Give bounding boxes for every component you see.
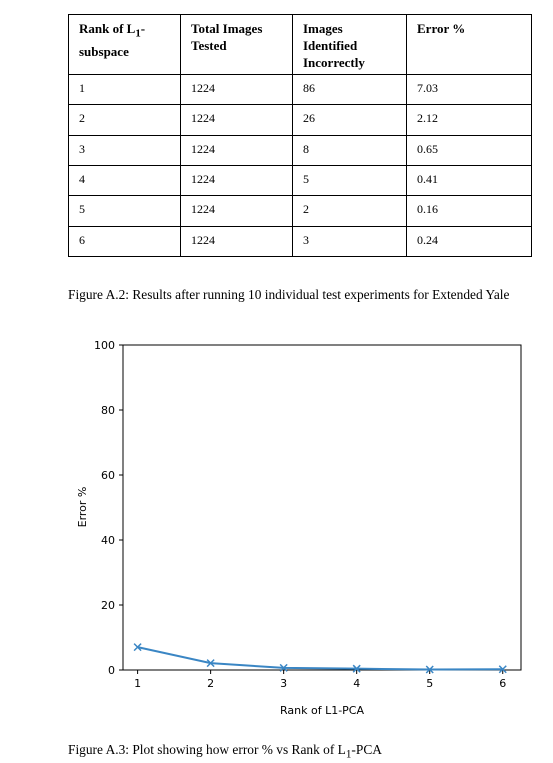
cell-rank: 3 [68,134,181,166]
x-tick-label: 5 [426,677,433,690]
cell-incorrect: 8 [292,134,407,166]
cell-error: 0.16 [406,195,532,227]
cell-rank: 4 [68,164,181,197]
cell-error: 7.03 [406,73,532,106]
cell-total: 1224 [180,195,293,227]
x-tick-label: 3 [280,677,287,690]
data-point-marker [425,665,434,674]
header-total-images: Total Images Tested [180,14,293,75]
results-table: Rank of L1-subspace Total Images Tested … [68,14,532,258]
data-point-marker [498,665,507,674]
x-tick-label: 4 [353,677,360,690]
y-tick-label: 80 [101,404,115,417]
table-row: 5 1224 2 0.16 [68,195,532,227]
cell-rank: 2 [68,104,181,136]
cell-total: 1224 [180,73,293,106]
data-point-marker [133,643,142,652]
cell-incorrect: 3 [292,225,407,258]
x-axis-label: Rank of L1-PCA [280,704,364,717]
x-tick-label: 1 [134,677,141,690]
cell-rank: 6 [68,225,181,258]
table-row: 6 1224 3 0.24 [68,225,532,258]
figure-a3-caption: Figure A.3: Plot showing how error % vs … [68,742,382,761]
header-rank: Rank of L1-subspace [68,14,181,75]
figure-a2-caption: Figure A.2: Results after running 10 ind… [68,287,510,302]
y-tick-label: 0 [108,664,115,677]
cell-total: 1224 [180,134,293,166]
table-row: 3 1224 8 0.65 [68,134,532,166]
data-point-marker [279,663,288,672]
cell-total: 1224 [180,164,293,197]
plot-area [122,344,522,671]
cell-incorrect: 86 [292,73,407,106]
cell-error: 0.24 [406,225,532,258]
y-axis-label: Error % [76,487,89,528]
cell-error: 0.41 [406,164,532,197]
series-line-error [137,646,503,671]
cell-incorrect: 26 [292,104,407,136]
y-tick-label: 40 [101,534,115,547]
table-row: 2 1224 26 2.12 [68,104,532,136]
table-row: 1 1224 86 7.03 [68,73,532,106]
header-error: Error % [406,14,532,75]
x-tick-label: 2 [207,677,214,690]
y-tick-label: 100 [94,339,115,352]
data-point-marker [352,664,361,673]
cell-error: 2.12 [406,104,532,136]
cell-total: 1224 [180,225,293,258]
cell-incorrect: 2 [292,195,407,227]
cell-error: 0.65 [406,134,532,166]
cell-rank: 5 [68,195,181,227]
error-rank-chart: 0 20 40 60 80 100 1 2 3 4 5 6 Rank of L1-PCA Error… [76,339,522,717]
cell-rank: 1 [68,73,181,106]
header-images-incorrect: Images Identified Incorrectly [292,14,407,75]
cell-incorrect: 5 [292,164,407,197]
cell-total: 1224 [180,104,293,136]
y-tick-label: 20 [101,599,115,612]
y-tick-label: 60 [101,469,115,482]
x-tick-label: 6 [499,677,506,690]
table-header-row: Rank of L1-subspace Total Images Tested … [68,14,532,75]
table-row: 4 1224 5 0.41 [68,164,532,197]
data-point-marker [206,659,215,668]
